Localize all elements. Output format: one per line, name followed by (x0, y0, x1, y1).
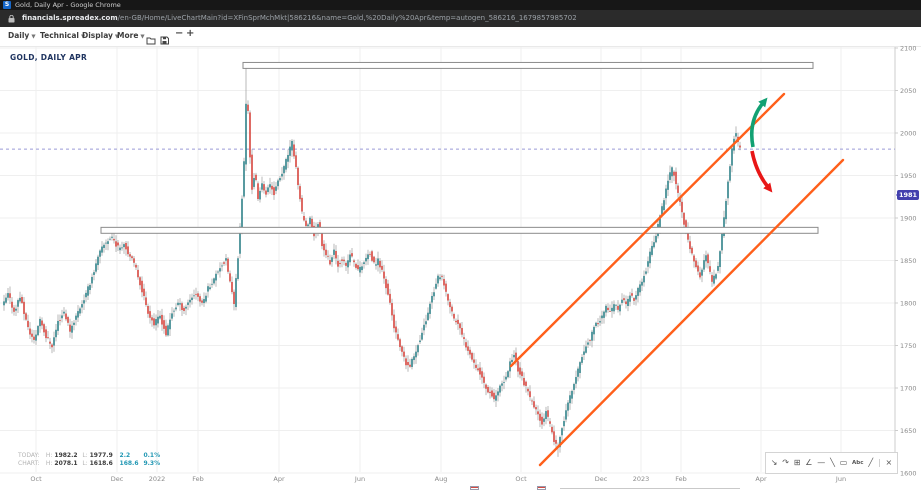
svg-text:Oct: Oct (515, 475, 527, 483)
url-text[interactable]: financials.spreadex.com/en-GB/Home/LiveC… (22, 14, 577, 22)
address-bar[interactable]: financials.spreadex.com/en-GB/Home/LiveC… (0, 10, 921, 27)
chart-toolbar: Daily ▼ Technical ▼ Display ▼ More ▼ − + (0, 27, 921, 47)
divider: | (877, 458, 881, 467)
down-arrow-annotation[interactable] (750, 150, 770, 189)
svg-text:1850: 1850 (900, 257, 917, 265)
chevron-down-icon: ▼ (80, 34, 86, 40)
flag-icon (470, 486, 479, 490)
menu-display[interactable]: Display ▼ (82, 31, 120, 40)
svg-text:2000: 2000 (900, 129, 917, 137)
stats-chart-row: CHART: H: 2078.1 L: 1618.6 168.6 9.3% (18, 460, 161, 467)
svg-text:Jun: Jun (354, 475, 365, 483)
svg-text:Aug: Aug (435, 475, 448, 483)
menu-technical[interactable]: Technical ▼ (40, 31, 86, 40)
grid-tool[interactable]: ⊞ (793, 458, 801, 467)
text-tool[interactable]: Abc (852, 460, 864, 466)
cut-off-bottom-row (0, 484, 921, 490)
svg-text:1650: 1650 (900, 427, 917, 435)
url-path: /en-GB/Home/LiveChartMain?id=XFinSprMchM… (117, 14, 577, 22)
y-axis-labels: 2100 2050 2000 1950 1900 1850 1800 1750 1700 1650… (895, 46, 917, 477)
drawing-toolbar: ↘ ↷ ⊞ ∠ — ╲ ▭ Abc ╱ | × (765, 452, 898, 474)
flag-icon (537, 486, 546, 490)
svg-text:Feb: Feb (192, 475, 204, 483)
x-axis-labels: AugOctDec2022FebAprJunAugOctDec2023FebAp… (30, 475, 846, 483)
support_box[interactable] (100, 226, 819, 234)
svg-text:Apr: Apr (273, 475, 285, 483)
save-icon[interactable] (160, 30, 169, 49)
svg-text:2022: 2022 (149, 475, 166, 483)
chevron-down-icon: ▼ (140, 34, 145, 40)
current-price-badge: 1981 (896, 190, 919, 201)
stats-today-row: TODAY: H: 1982.2 L: 1977.9 2.2 0.1% (18, 452, 161, 459)
channel-lower-line[interactable] (538, 158, 845, 467)
svg-text:Jun: Jun (835, 475, 846, 483)
open-folder-icon[interactable] (146, 30, 156, 49)
zoom-in-button[interactable]: + (186, 28, 195, 39)
svg-text:1700: 1700 (900, 384, 917, 392)
candles (3, 68, 741, 457)
rectangle-tool[interactable]: ▭ (839, 458, 848, 467)
zoom-out-button[interactable]: − (175, 28, 184, 39)
menu-more[interactable]: More ▼ (117, 31, 145, 40)
divider (560, 488, 740, 489)
chart-area[interactable]: 2100 2050 2000 1950 1900 1850 1800 1750 1700 1650… (0, 46, 921, 490)
resistance_box[interactable] (242, 61, 814, 69)
svg-text:Feb: Feb (675, 475, 687, 483)
trend-line-tool[interactable]: ╲ (830, 458, 835, 467)
delete-tool[interactable]: × (885, 458, 893, 467)
svg-text:1950: 1950 (900, 172, 917, 180)
svg-text:Dec: Dec (111, 475, 124, 483)
horizontal-line-tool[interactable]: — (817, 458, 826, 467)
svg-text:1900: 1900 (900, 214, 917, 222)
pointer-tool[interactable]: ↘ (770, 458, 778, 467)
diagonal-line-tool[interactable]: ╱ (868, 458, 874, 467)
svg-text:1600: 1600 (900, 469, 917, 477)
svg-text:Apr: Apr (755, 475, 767, 483)
chevron-down-icon: ▼ (114, 34, 120, 40)
window-titlebar: S Gold, Daily Apr - Google Chrome (0, 0, 921, 10)
url-host: financials.spreadex.com (22, 14, 118, 22)
svg-text:2050: 2050 (900, 87, 917, 95)
svg-text:1750: 1750 (900, 342, 917, 350)
svg-text:Oct: Oct (30, 475, 42, 483)
svg-text:2100: 2100 (900, 46, 917, 52)
chevron-down-icon: ▼ (31, 34, 36, 40)
svg-text:2023: 2023 (633, 475, 650, 483)
symbol-label: GOLD, DAILY APR (10, 53, 88, 62)
up-arrow-annotation-head (758, 97, 768, 108)
menu-timeframe[interactable]: Daily ▼ (8, 31, 36, 40)
spreadex-favicon-icon: S (3, 1, 11, 9)
gridlines (0, 46, 895, 474)
svg-text:Dec: Dec (595, 475, 608, 483)
price-stats: TODAY: H: 1982.2 L: 1977.9 2.2 0.1% CHAR… (18, 452, 160, 468)
window-title: Gold, Daily Apr - Google Chrome (15, 1, 121, 9)
angle-measure-tool[interactable]: ∠ (805, 458, 813, 467)
price-chart[interactable]: 2100 2050 2000 1950 1900 1850 1800 1750 1700 1650… (0, 46, 921, 490)
up-arrow-annotation[interactable] (749, 101, 765, 148)
down-arrow-annotation-head (763, 182, 773, 193)
svg-text:1800: 1800 (900, 299, 917, 307)
channel-upper-line[interactable] (509, 92, 786, 368)
freehand-arrow-tool[interactable]: ↷ (782, 458, 789, 467)
lock-icon (8, 15, 15, 23)
